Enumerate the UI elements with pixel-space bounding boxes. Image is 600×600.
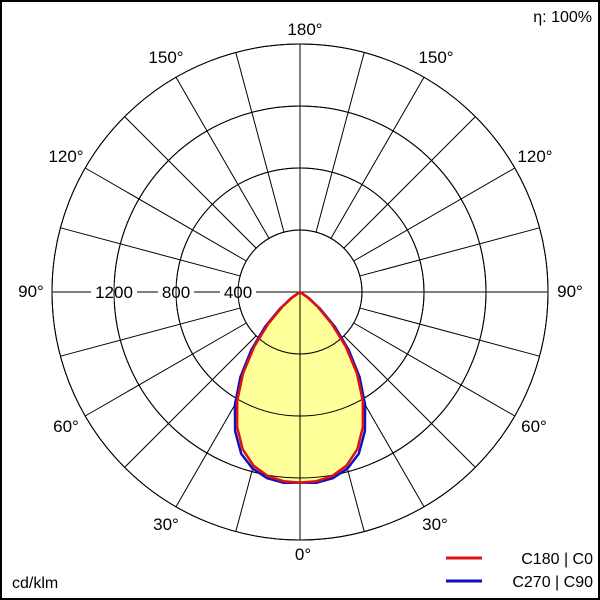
angle-label-left-30: 30° bbox=[153, 515, 179, 534]
curve-c180-c0 bbox=[235, 290, 365, 484]
efficiency-label: η: 100% bbox=[533, 9, 592, 26]
grid-spoke bbox=[124, 116, 257, 249]
grid-spoke bbox=[60, 227, 241, 277]
angle-label-right-120: 120° bbox=[517, 147, 552, 166]
grid-spoke bbox=[60, 307, 241, 357]
grid-spoke bbox=[124, 335, 257, 468]
grid-overlay bbox=[51, 43, 549, 541]
grid-spoke bbox=[343, 116, 476, 249]
angle-label-right-30: 30° bbox=[422, 515, 448, 534]
grid-spoke bbox=[359, 307, 540, 357]
angle-label-top: 180° bbox=[287, 20, 322, 39]
angle-label-left-120: 120° bbox=[48, 147, 83, 166]
legend-label-c270-c90: C270 | C90 bbox=[512, 574, 593, 591]
curves bbox=[233, 290, 367, 484]
grid-spoke bbox=[84, 322, 247, 417]
grid-spoke bbox=[343, 335, 476, 468]
angle-label-bottom: 0° bbox=[295, 545, 311, 564]
angle-label-right-60: 60° bbox=[521, 417, 547, 436]
angle-label-left-60: 60° bbox=[53, 417, 79, 436]
grid-spoke bbox=[315, 52, 365, 233]
grid-spoke bbox=[359, 227, 540, 277]
angle-label-right-90: 90° bbox=[557, 282, 583, 301]
grid-spoke bbox=[330, 76, 425, 239]
legend: C180 | C0 C270 | C90 bbox=[446, 551, 593, 591]
grid-spoke bbox=[175, 76, 270, 239]
angle-label-left-150: 150° bbox=[148, 48, 183, 67]
angle-label-right-150: 150° bbox=[418, 48, 453, 67]
legend-label-c180-c0: C180 | C0 bbox=[521, 551, 593, 568]
grid-spoke bbox=[353, 167, 516, 262]
grid-spoke bbox=[353, 322, 516, 417]
grid-spoke bbox=[84, 167, 247, 262]
grid-spoke bbox=[235, 52, 285, 233]
unit-label: cd/klm bbox=[12, 575, 58, 592]
curve-fills bbox=[51, 43, 549, 541]
angle-label-left-90: 90° bbox=[18, 282, 44, 301]
